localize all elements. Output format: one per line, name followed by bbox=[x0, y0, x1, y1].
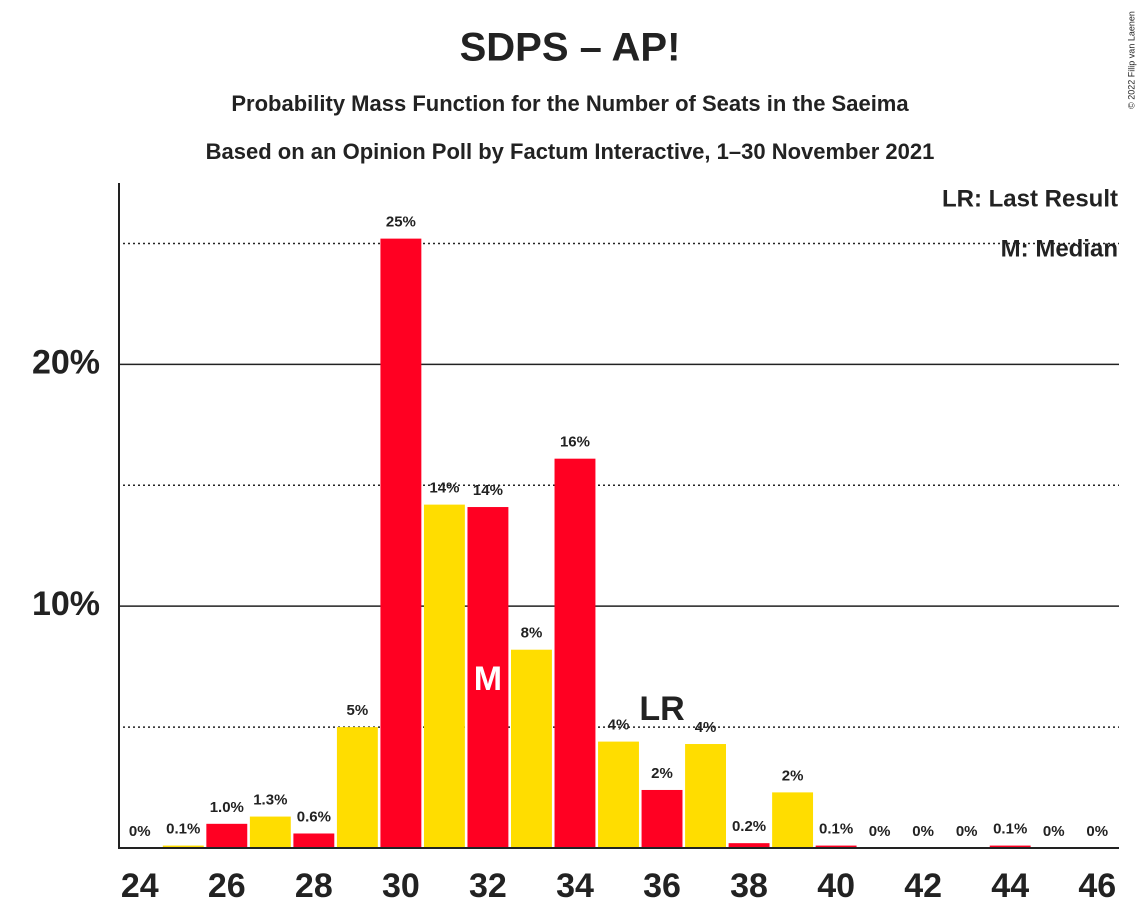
legend-entry: M: Median bbox=[1001, 235, 1118, 262]
x-tick-label: 30 bbox=[382, 867, 420, 905]
x-tick-label: 38 bbox=[730, 867, 768, 905]
bar bbox=[989, 845, 1031, 848]
value-label: 14% bbox=[429, 480, 459, 497]
bar bbox=[206, 823, 248, 848]
bar bbox=[641, 789, 683, 848]
bar bbox=[772, 792, 814, 848]
chart-subtitle: Probability Mass Function for the Number… bbox=[231, 91, 909, 116]
bar bbox=[554, 458, 596, 848]
chart-subtitle: Based on an Opinion Poll by Factum Inter… bbox=[206, 139, 935, 164]
value-label: 0% bbox=[869, 823, 891, 840]
x-tick-label: 26 bbox=[208, 867, 246, 905]
legend-entry: LR: Last Result bbox=[942, 185, 1118, 212]
bar bbox=[162, 845, 204, 848]
value-label: 0% bbox=[912, 823, 934, 840]
bar bbox=[336, 727, 378, 848]
value-label: 5% bbox=[347, 702, 369, 719]
x-tick-label: 46 bbox=[1078, 867, 1116, 905]
x-tick-label: 28 bbox=[295, 867, 333, 905]
value-label: 0.6% bbox=[297, 808, 331, 825]
value-label: 0.1% bbox=[166, 821, 200, 838]
value-label: 2% bbox=[651, 765, 673, 782]
value-label: 14% bbox=[473, 482, 503, 499]
bar bbox=[249, 816, 291, 848]
value-label: 0.1% bbox=[993, 821, 1027, 838]
value-label: 4% bbox=[608, 717, 630, 734]
value-label: 2% bbox=[782, 767, 804, 784]
value-label: 4% bbox=[695, 719, 717, 736]
x-tick-label: 36 bbox=[643, 867, 681, 905]
median-marker: M bbox=[474, 660, 502, 698]
last-result-marker: LR bbox=[639, 690, 684, 728]
value-label: 16% bbox=[560, 434, 590, 451]
x-tick-label: 40 bbox=[817, 867, 855, 905]
value-label: 25% bbox=[386, 214, 416, 231]
chart-title: SDPS – AP! bbox=[460, 26, 681, 70]
y-tick-label: 10% bbox=[32, 585, 100, 623]
x-tick-label: 44 bbox=[991, 867, 1029, 905]
value-label: 8% bbox=[521, 625, 543, 642]
bar bbox=[380, 238, 422, 849]
bar bbox=[728, 843, 770, 848]
bar bbox=[511, 649, 552, 848]
bar bbox=[685, 744, 726, 848]
value-label: 1.0% bbox=[210, 799, 244, 816]
copyright: © 2022 Filip van Laenen bbox=[1126, 11, 1136, 109]
x-tick-label: 34 bbox=[556, 867, 594, 905]
value-label: 1.3% bbox=[253, 792, 287, 809]
value-label: 0.2% bbox=[732, 818, 766, 835]
x-tick-label: 24 bbox=[121, 867, 159, 905]
bar bbox=[815, 845, 857, 848]
bar bbox=[293, 833, 335, 848]
bar bbox=[467, 507, 509, 848]
value-label: 0% bbox=[1086, 823, 1108, 840]
value-label: 0% bbox=[956, 823, 978, 840]
x-tick-label: 32 bbox=[469, 867, 507, 905]
value-label: 0% bbox=[1043, 823, 1065, 840]
bar bbox=[598, 741, 639, 848]
bar bbox=[423, 504, 465, 848]
y-tick-label: 20% bbox=[32, 343, 100, 381]
x-tick-label: 42 bbox=[904, 867, 942, 905]
value-label: 0% bbox=[129, 823, 151, 840]
value-label: 0.1% bbox=[819, 821, 853, 838]
